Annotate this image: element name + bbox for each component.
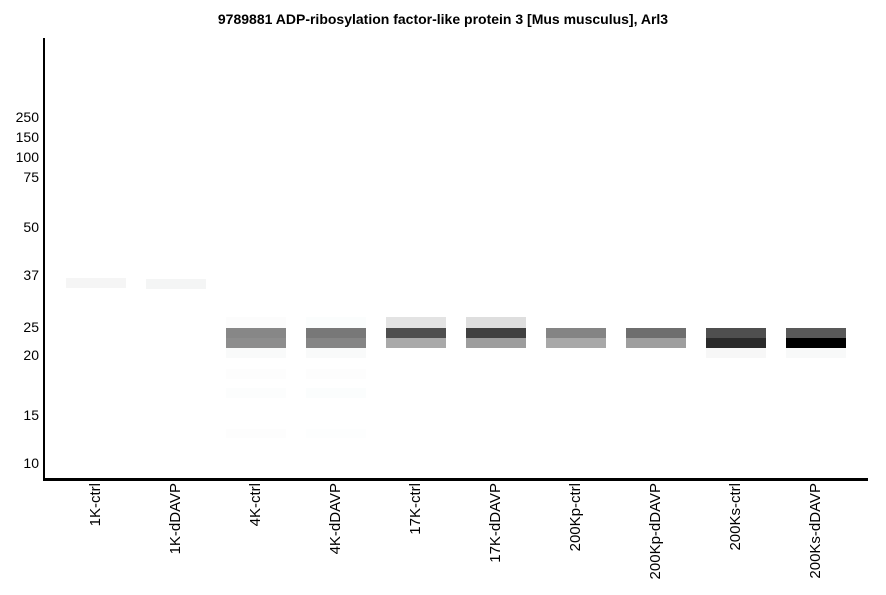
band-1K-dDAVP-0 — [146, 279, 206, 289]
lane-label-1K-ctrl: 1K-ctrl — [87, 483, 104, 527]
band-4K-ctrl-2 — [226, 338, 286, 348]
band-4K-dDAVP-5 — [306, 388, 366, 398]
y-tick-label-150: 150 — [15, 129, 39, 145]
band-200Ks-ctrl-2 — [706, 348, 766, 358]
band-4K-ctrl-3 — [226, 348, 286, 358]
x-axis-line — [43, 478, 868, 481]
band-4K-dDAVP-1 — [306, 328, 366, 338]
y-tick-label-25: 25 — [23, 319, 39, 335]
y-tick-label-100: 100 — [15, 149, 39, 165]
band-17K-ctrl-1 — [386, 328, 446, 338]
band-200Kp-ctrl-0 — [546, 328, 606, 338]
lane-label-200Ks-dDAVP: 200Ks-dDAVP — [807, 483, 824, 579]
band-4K-ctrl-6 — [226, 429, 286, 438]
y-tick-label-75: 75 — [23, 169, 39, 185]
y-tick-label-37: 37 — [23, 267, 39, 283]
y-tick-label-50: 50 — [23, 219, 39, 235]
lane-label-4K-dDAVP: 4K-dDAVP — [327, 483, 344, 555]
band-4K-dDAVP-2 — [306, 338, 366, 348]
band-17K-dDAVP-2 — [466, 338, 526, 348]
lane-label-17K-dDAVP: 17K-dDAVP — [487, 483, 504, 563]
y-tick-label-15: 15 — [23, 407, 39, 423]
band-17K-ctrl-2 — [386, 338, 446, 348]
band-200Ks-dDAVP-1 — [786, 338, 846, 348]
band-17K-ctrl-0 — [386, 317, 446, 328]
band-200Kp-ctrl-1 — [546, 338, 606, 348]
lane-label-1K-dDAVP: 1K-dDAVP — [167, 483, 184, 555]
lane-label-200Kp-dDAVP: 200Kp-dDAVP — [647, 483, 664, 580]
band-200Ks-ctrl-0 — [706, 328, 766, 338]
band-17K-dDAVP-0 — [466, 317, 526, 328]
band-200Kp-dDAVP-0 — [626, 328, 686, 338]
band-1K-ctrl-0 — [66, 278, 126, 288]
band-4K-dDAVP-3 — [306, 348, 366, 358]
y-tick-label-20: 20 — [23, 347, 39, 363]
band-200Ks-dDAVP-0 — [786, 328, 846, 338]
band-200Ks-dDAVP-2 — [786, 348, 846, 358]
lane-label-17K-ctrl: 17K-ctrl — [407, 483, 424, 535]
lane-label-200Kp-ctrl: 200Kp-ctrl — [567, 483, 584, 552]
y-axis-line — [43, 38, 45, 480]
y-tick-label-250: 250 — [15, 109, 39, 125]
band-4K-dDAVP-4 — [306, 369, 366, 379]
band-4K-dDAVP-6 — [306, 429, 366, 438]
band-200Ks-ctrl-1 — [706, 338, 766, 348]
band-4K-dDAVP-0 — [306, 317, 366, 328]
band-17K-dDAVP-1 — [466, 328, 526, 338]
band-4K-ctrl-5 — [226, 388, 286, 398]
band-4K-ctrl-0 — [226, 317, 286, 328]
chart-title: 9789881 ADP-ribosylation factor-like pro… — [217, 11, 669, 27]
band-4K-ctrl-1 — [226, 328, 286, 338]
lane-label-200Ks-ctrl: 200Ks-ctrl — [727, 483, 744, 551]
band-200Kp-dDAVP-1 — [626, 338, 686, 348]
lane-label-4K-ctrl: 4K-ctrl — [247, 483, 264, 527]
band-4K-ctrl-4 — [226, 369, 286, 379]
y-tick-label-10: 10 — [23, 455, 39, 471]
